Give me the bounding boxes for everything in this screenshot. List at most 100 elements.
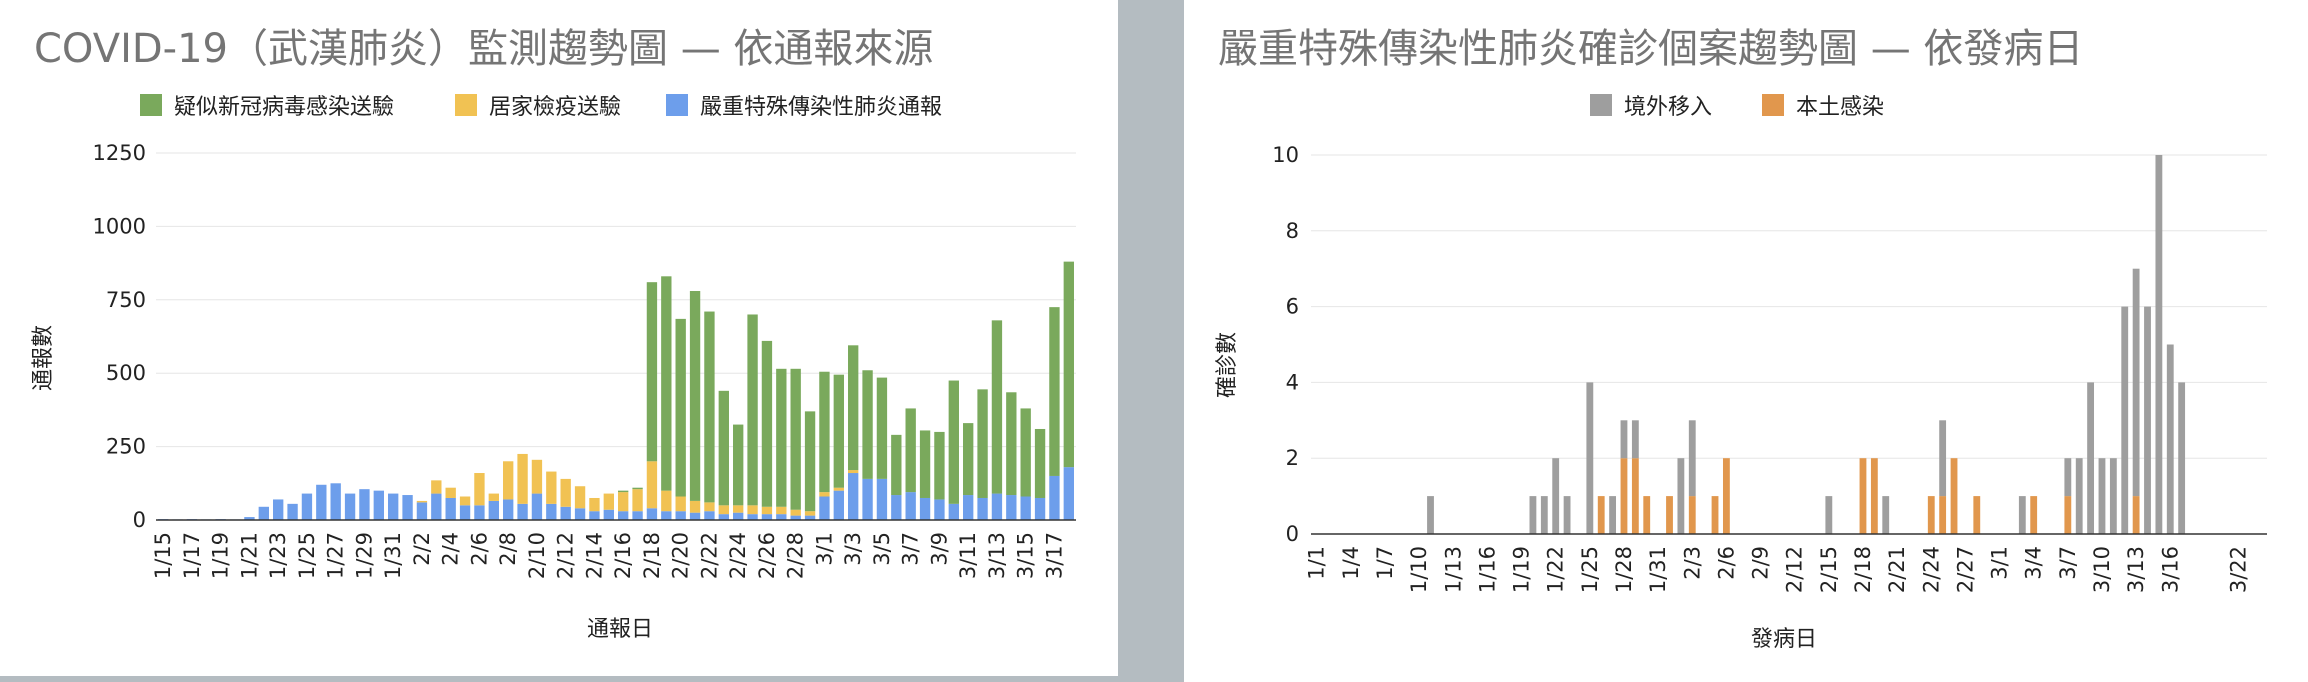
bar-segment-2 bbox=[804, 411, 816, 512]
bar-segment-1 bbox=[474, 473, 485, 506]
x-tick-label: 1/29 bbox=[352, 532, 376, 579]
bar-segment-1 bbox=[776, 506, 787, 515]
y-tick-label: 4 bbox=[1286, 370, 1299, 394]
bar-segment-1 bbox=[848, 470, 859, 474]
bar-segment-0 bbox=[1688, 496, 1696, 534]
bar-segment-0 bbox=[646, 508, 658, 520]
bar-segment-0 bbox=[2030, 496, 2038, 534]
y-axis-title: 通報數 bbox=[31, 325, 56, 391]
bar-segment-1 bbox=[2075, 458, 2083, 534]
bar-segment-0 bbox=[948, 503, 959, 520]
chart-title: COVID-19（武漢肺炎）監測趨勢圖 — 依通報來源 bbox=[34, 26, 933, 72]
y-tick-label: 750 bbox=[106, 288, 146, 312]
bar-segment-2 bbox=[833, 374, 844, 488]
bar-segment-2 bbox=[1034, 428, 1046, 498]
x-tick-label: 1/31 bbox=[381, 532, 405, 579]
x-tick-label: 3/1 bbox=[812, 532, 836, 566]
bar-segment-2 bbox=[1006, 392, 1017, 496]
x-tick-label: 2/3 bbox=[1680, 546, 1704, 580]
bar-segment-1 bbox=[1540, 496, 1548, 534]
x-tick-label: 1/15 bbox=[151, 532, 175, 579]
bar-segment-0 bbox=[517, 503, 528, 520]
x-tick-label: 3/7 bbox=[2056, 546, 2080, 580]
bar-segment-1 bbox=[1677, 458, 1685, 534]
y-tick-label: 8 bbox=[1286, 219, 1299, 243]
bar-segment-1 bbox=[1586, 382, 1594, 534]
bar-segment-1 bbox=[574, 486, 586, 509]
bar-segment-0 bbox=[963, 495, 974, 520]
bar-segment-1 bbox=[675, 496, 686, 512]
bar-segment-0 bbox=[761, 514, 773, 520]
bar-segment-0 bbox=[1049, 475, 1060, 520]
bar-segment-1 bbox=[632, 489, 643, 512]
x-tick-label: 2/28 bbox=[784, 532, 808, 579]
bar-segment-0 bbox=[244, 517, 255, 520]
x-tick-label: 3/3 bbox=[841, 532, 865, 566]
bar-segment-2 bbox=[718, 390, 729, 506]
bar-segment-2 bbox=[689, 290, 701, 501]
bar-segment-0 bbox=[991, 493, 1003, 520]
x-tick-label: 1/25 bbox=[1578, 546, 1602, 593]
bar-segment-1 bbox=[833, 487, 844, 491]
bar-segment-0 bbox=[301, 493, 313, 520]
legend-swatch-local bbox=[1762, 94, 1784, 116]
x-tick-label: 1/19 bbox=[1510, 546, 1534, 593]
bar-segment-0 bbox=[574, 508, 586, 520]
x-tick-label: 1/28 bbox=[1612, 546, 1636, 593]
bar-segment-1 bbox=[1825, 496, 1833, 534]
x-tick-label: 2/14 bbox=[582, 532, 606, 579]
x-tick-label: 3/22 bbox=[2227, 546, 2251, 593]
bar-segment-0 bbox=[905, 492, 916, 520]
bar-segment-0 bbox=[934, 499, 945, 520]
x-axis-title: 發病日 bbox=[1751, 627, 1817, 652]
bar-segment-0 bbox=[388, 493, 399, 520]
bar-segment-1 bbox=[1427, 496, 1434, 534]
right-chart-panel: 嚴重特殊傳染性肺炎確診個案趨勢圖 — 依發病日 境外移入 本土感染 0 2 4 6 8 1… bbox=[1184, 0, 2308, 682]
chart-title: 嚴重特殊傳染性肺炎確診個案趨勢圖 — 依發病日 bbox=[1218, 26, 2083, 72]
bar-segment-0 bbox=[747, 514, 758, 520]
y-tick-label: 6 bbox=[1286, 295, 1299, 319]
x-tick-label: 3/9 bbox=[927, 532, 951, 566]
bar-segment-1 bbox=[733, 505, 744, 513]
bar-segment-0 bbox=[848, 473, 859, 520]
y-tick-label: 1000 bbox=[93, 214, 146, 238]
bar-segment-1 bbox=[819, 492, 830, 497]
x-tick-label: 3/7 bbox=[899, 532, 923, 566]
bar-segment-1 bbox=[2166, 344, 2174, 534]
bar-segment-0 bbox=[273, 499, 284, 520]
x-tick-label: 3/10 bbox=[2090, 546, 2114, 593]
x-tick-label: 2/27 bbox=[1953, 546, 1977, 593]
bar-segment-2 bbox=[876, 377, 888, 479]
x-tick-label: 2/2 bbox=[410, 532, 434, 566]
bar-segment-0 bbox=[876, 478, 888, 520]
bar-segment-2 bbox=[704, 311, 715, 503]
bar-segment-2 bbox=[1020, 408, 1031, 497]
bar-segment-0 bbox=[402, 495, 413, 520]
x-tick-label: 1/16 bbox=[1475, 546, 1499, 593]
bar-segment-2 bbox=[919, 430, 931, 498]
x-tick-label: 2/21 bbox=[1885, 546, 1909, 593]
x-tick-label: 2/12 bbox=[1783, 546, 1807, 593]
bar-segment-0 bbox=[2132, 496, 2140, 534]
y-tick-label: 1250 bbox=[93, 141, 146, 165]
x-tick-label: 1/22 bbox=[1544, 546, 1568, 593]
legend-label-suspected: 疑似新冠病毒感染送驗 bbox=[174, 95, 394, 120]
x-tick-label: 2/20 bbox=[669, 532, 693, 579]
x-tick-label: 1/4 bbox=[1339, 546, 1363, 580]
x-tick-label: 2/26 bbox=[755, 532, 779, 579]
legend: 境外移入 本土感染 bbox=[1590, 94, 1884, 120]
x-tick-label: 2/22 bbox=[697, 532, 721, 579]
x-tick-label: 3/13 bbox=[985, 532, 1009, 579]
x-axis-title: 通報日 bbox=[587, 617, 653, 642]
bar-segment-1 bbox=[2064, 458, 2072, 497]
bar-segment-2 bbox=[862, 370, 873, 479]
left-chart-panel: COVID-19（武漢肺炎）監測趨勢圖 — 依通報來源 疑似新冠病毒感染送驗 居… bbox=[0, 0, 1118, 676]
bar-segment-1 bbox=[445, 487, 456, 498]
bar-segment-0 bbox=[488, 500, 499, 520]
bar-segment-1 bbox=[560, 478, 571, 507]
x-tick-labels: 1/15 1/17 1/19 1/21 1/23 1/25 1/27 1/29 1/31 2/2 2… bbox=[151, 532, 1066, 579]
bar-segment-0 bbox=[776, 514, 787, 520]
x-tick-label: 1/25 bbox=[295, 532, 319, 579]
bar-segment-1 bbox=[2098, 458, 2106, 534]
bar-segment-1 bbox=[531, 459, 543, 494]
